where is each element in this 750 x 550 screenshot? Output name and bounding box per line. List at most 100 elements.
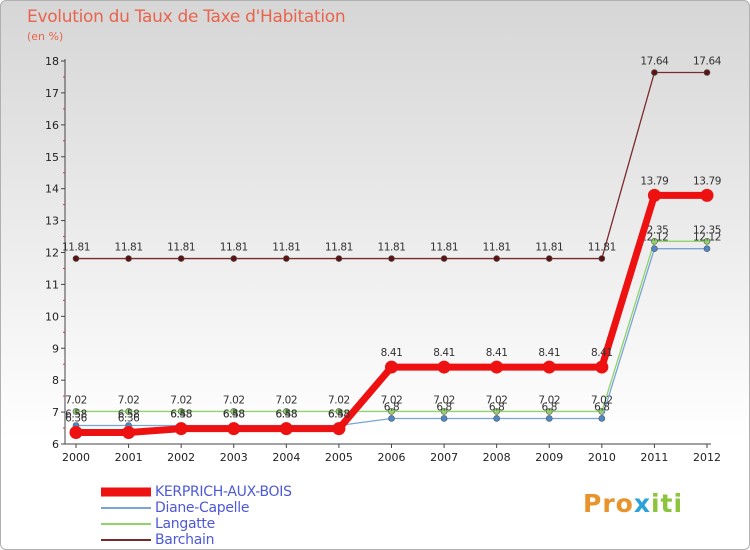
data-point: [545, 255, 553, 262]
data-label: 6.58: [65, 408, 87, 420]
data-point: [703, 69, 711, 76]
y-tick-label: 7: [52, 406, 59, 419]
y-tick-label: 13: [45, 215, 59, 228]
data-point: [545, 415, 553, 422]
data-label: 12.35: [693, 224, 721, 236]
data-point: [598, 255, 606, 262]
data-label: 7.02: [591, 394, 613, 406]
data-point: [122, 426, 136, 440]
x-tick-label: 2011: [640, 451, 668, 464]
data-point: [542, 360, 556, 374]
data-point: [125, 408, 132, 415]
data-point: [651, 245, 658, 252]
data-point: [493, 408, 500, 415]
data-label: 8.41: [591, 347, 613, 359]
data-point: [388, 408, 395, 415]
data-point: [598, 415, 606, 422]
data-label: 7.02: [118, 394, 140, 406]
x-tick-label: 2000: [62, 451, 90, 464]
data-label: 6.58: [118, 408, 140, 420]
data-label: 6.8: [489, 401, 505, 413]
data-point: [69, 426, 83, 440]
data-point: [493, 255, 500, 262]
data-point: [700, 188, 714, 202]
data-label: 7.02: [538, 394, 560, 406]
legend-item-diane-capelle: Diane-Capelle: [101, 500, 401, 516]
data-label: 11.81: [325, 242, 353, 254]
data-label: 7.02: [275, 394, 297, 406]
y-tick-label: 8: [52, 374, 59, 387]
y-tick-label: 14: [45, 183, 59, 196]
data-point: [230, 255, 238, 262]
data-label: 11.81: [535, 242, 563, 254]
data-point: [227, 422, 241, 436]
data-label: 7.02: [65, 394, 87, 406]
data-point: [283, 255, 290, 262]
y-tick-label: 12: [45, 247, 59, 260]
x-tick-label: 2003: [220, 451, 248, 464]
data-label: 7.02: [328, 394, 350, 406]
y-tick-label: 17: [45, 87, 59, 100]
data-label: 6.8: [436, 401, 452, 413]
data-label: 11.81: [62, 242, 90, 254]
legend-item-langatte: Langatte: [101, 516, 401, 532]
data-label: 6.58: [223, 408, 245, 420]
data-label: 8.41: [381, 347, 403, 359]
data-point: [125, 255, 132, 262]
data-label: 8.41: [538, 347, 560, 359]
data-point: [72, 255, 80, 262]
x-tick-label: 2005: [325, 451, 353, 464]
legend-label: Barchain: [155, 532, 215, 548]
data-point: [440, 255, 448, 262]
proxiti-logo: Proxiti: [583, 489, 684, 518]
data-point: [440, 408, 448, 415]
data-label: 11.81: [220, 242, 248, 254]
legend-item-barchain: Barchain: [101, 532, 401, 548]
legend-item-kerprich: KERPRICH-AUX-BOIS: [101, 484, 401, 500]
data-point: [283, 408, 290, 415]
legend-label: KERPRICH-AUX-BOIS: [155, 484, 292, 500]
data-point: [177, 255, 185, 262]
data-label: 6.36: [118, 413, 140, 425]
data-point: [493, 415, 500, 422]
data-label: 12.12: [640, 232, 668, 244]
y-tick-label: 10: [45, 310, 59, 323]
data-point: [703, 245, 711, 252]
data-point: [72, 408, 80, 415]
data-point: [651, 69, 658, 76]
data-label: 11.81: [483, 242, 511, 254]
data-label: 6.48: [328, 409, 350, 421]
data-label: 6.48: [275, 409, 297, 421]
data-label: 7.02: [381, 394, 403, 406]
legend-label: Diane-Capelle: [155, 500, 250, 516]
data-label: 6.58: [170, 408, 192, 420]
x-tick-label: 2006: [378, 451, 406, 464]
data-point: [385, 360, 398, 374]
data-point: [490, 360, 504, 374]
data-label: 11.81: [430, 242, 458, 254]
data-point: [279, 422, 293, 436]
y-tick-label: 6: [52, 438, 59, 451]
data-label: 6.48: [170, 409, 192, 421]
data-label: 11.81: [115, 242, 143, 254]
data-label: 7.02: [223, 394, 245, 406]
data-label: 6.8: [594, 401, 610, 413]
data-label: 13.79: [693, 175, 721, 187]
x-tick-label: 2001: [115, 451, 143, 464]
x-tick-label: 2007: [430, 451, 458, 464]
data-label: 7.02: [486, 394, 508, 406]
legend-label: Langatte: [155, 516, 215, 532]
series-line: [75, 71, 708, 260]
data-point: [703, 238, 711, 245]
data-point: [332, 422, 346, 436]
x-tick-label: 2012: [693, 451, 721, 464]
data-label: 6.8: [384, 401, 400, 413]
data-label: 11.81: [588, 242, 616, 254]
data-label: 11.81: [272, 242, 300, 254]
y-tick-label: 16: [45, 119, 59, 132]
data-label: 13.79: [640, 175, 668, 187]
y-tick-label: 9: [52, 342, 59, 355]
data-point: [177, 408, 185, 415]
chart-title: Evolution du Taux de Taxe d'Habitation: [27, 7, 346, 27]
